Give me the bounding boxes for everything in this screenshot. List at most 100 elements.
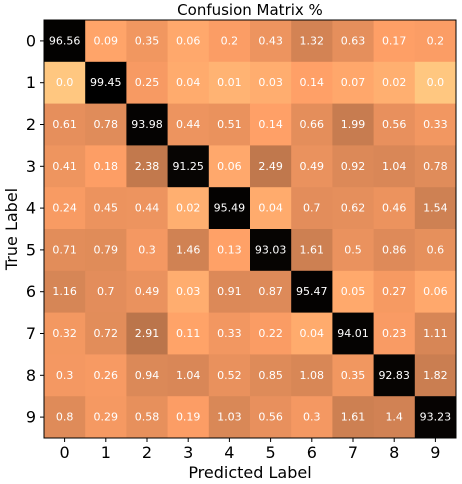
cell-value-label-5-5: 93.03 [255,243,287,256]
y-tick-label-6: 6 [26,282,36,301]
cell-value-label-9-5: 0.56 [258,411,283,424]
cell-value-label-8-2: 0.94 [135,369,160,382]
y-axis-ticks: 0 1 2 3 4 5 6 7 8 9 [26,31,44,427]
cell-value-label-2-4: 0.51 [217,118,242,131]
heatmap-cell-8-7 [332,354,375,397]
cell-value-label-0-8: 0.17 [382,34,407,47]
cell-value-label-6-4: 0.91 [217,285,242,298]
cell-value-label-6-0: 1.16 [52,285,77,298]
heatmap-cell-0-5 [250,20,292,63]
cell-value-label-3-4: 0.06 [217,160,242,173]
cell-value-label-0-4: 0.2 [221,34,239,47]
heatmap-cell-5-1 [85,229,127,272]
heatmap-cell-0-7 [332,20,375,63]
heatmap-cell-1-2 [126,61,169,105]
cell-value-label-8-3: 1.04 [176,369,201,382]
cell-value-label-2-9: 0.33 [423,118,448,131]
cell-value-label-6-6: 95.47 [296,285,328,298]
heatmap-cell-9-4 [208,396,251,439]
heatmap-cell-2-2 [126,103,169,146]
cell-value-label-2-2: 93.98 [131,118,163,131]
heatmap-cell-9-2 [126,396,169,439]
cell-value-label-1-0: 0.0 [56,76,74,89]
chart-title: Confusion Matrix % [177,1,323,19]
heatmap-cell-7-3 [167,312,210,355]
heatmap-cell-3-0 [44,145,86,188]
heatmap-cell-1-7 [332,61,375,105]
heatmap-cell-1-0 [44,61,86,105]
heatmap-cell-8-8 [373,354,416,397]
cell-value-label-3-2: 2.38 [135,160,160,173]
heatmap-cell-2-4 [208,103,251,146]
heatmap-cell-4-1 [85,187,127,230]
heatmap-cell-3-3 [167,145,210,188]
heatmap-cell-3-7 [332,145,375,188]
heatmap-cell-4-7 [332,187,375,230]
heatmap-cell-2-1 [85,103,127,146]
cell-value-label-4-2: 0.44 [135,202,160,215]
cell-value-label-6-8: 0.27 [382,285,407,298]
heatmap-cell-6-0 [44,270,86,314]
y-axis-label: True Label [2,188,21,271]
cell-value-label-4-9: 1.54 [423,202,448,215]
cell-value-label-7-0: 0.32 [52,327,77,340]
heatmap-cell-4-3 [167,187,210,230]
cell-value-label-9-2: 0.58 [135,411,160,424]
cell-value-label-1-3: 0.04 [176,76,201,89]
cell-value-label-2-5: 0.14 [258,118,283,131]
cell-value-label-0-9: 0.2 [427,34,445,47]
y-tick-label-5: 5 [26,240,36,259]
heatmap-cell-0-4 [208,20,251,63]
x-tick-label-5: 5 [266,443,276,462]
heatmap-cell-5-4 [208,229,251,272]
y-tick-label-3: 3 [26,157,36,176]
y-tick-label-4: 4 [26,199,36,218]
heatmap-cell-4-9 [414,187,457,230]
cell-value-label-2-7: 1.99 [341,118,366,131]
heatmap-cell-6-9 [414,270,457,314]
cell-value-label-1-6: 0.14 [300,76,325,89]
cell-value-label-5-0: 0.71 [52,243,77,256]
heatmap-cell-0-8 [373,20,416,63]
x-tick-label-2: 2 [142,443,152,462]
heatmap-cell-1-1 [85,61,127,105]
cell-value-label-9-9: 93.23 [420,411,452,424]
heatmap-cell-7-4 [208,312,251,355]
cell-value-label-5-2: 0.3 [138,243,156,256]
heatmap-cell-2-3 [167,103,210,146]
heatmap-cell-9-1 [85,396,127,439]
cell-value-label-0-2: 0.35 [135,34,160,47]
cell-value-label-8-4: 0.52 [217,369,242,382]
cell-value-label-4-8: 0.46 [382,202,407,215]
cell-value-label-8-5: 0.85 [258,369,283,382]
cell-value-label-2-8: 0.56 [382,118,407,131]
y-tick-label-1: 1 [26,73,36,92]
cell-value-label-8-1: 0.26 [94,369,119,382]
cell-value-label-8-7: 0.35 [341,369,366,382]
heatmap-cell-6-1 [85,270,127,314]
heatmap-cell-9-3 [167,396,210,439]
cell-value-label-1-4: 0.01 [217,76,242,89]
heatmap-cell-2-6 [291,103,333,146]
cell-value-label-0-5: 0.43 [258,34,283,47]
cell-value-label-5-1: 0.79 [94,243,119,256]
heatmap-cell-7-5 [250,312,292,355]
heatmap-cell-1-6 [291,61,333,105]
cell-value-label-2-0: 0.61 [52,118,77,131]
cell-value-label-7-3: 0.11 [176,327,201,340]
heatmap-cell-7-9 [414,312,457,355]
heatmap-cell-7-1 [85,312,127,355]
heatmap-cell-9-9 [414,396,457,439]
heatmap-cell-9-8 [373,396,416,439]
cell-value-label-7-5: 0.22 [258,327,283,340]
cell-value-label-1-7: 0.07 [341,76,366,89]
heatmap-cell-7-8 [373,312,416,355]
heatmap-cell-5-6 [291,229,333,272]
heatmap-cell-5-5 [250,229,292,272]
cell-value-label-3-8: 1.04 [382,160,407,173]
cell-value-label-9-4: 1.03 [217,411,242,424]
heatmap-cell-6-5 [250,270,292,314]
cell-value-label-9-1: 0.29 [94,411,119,424]
heatmap-cell-1-8 [373,61,416,105]
